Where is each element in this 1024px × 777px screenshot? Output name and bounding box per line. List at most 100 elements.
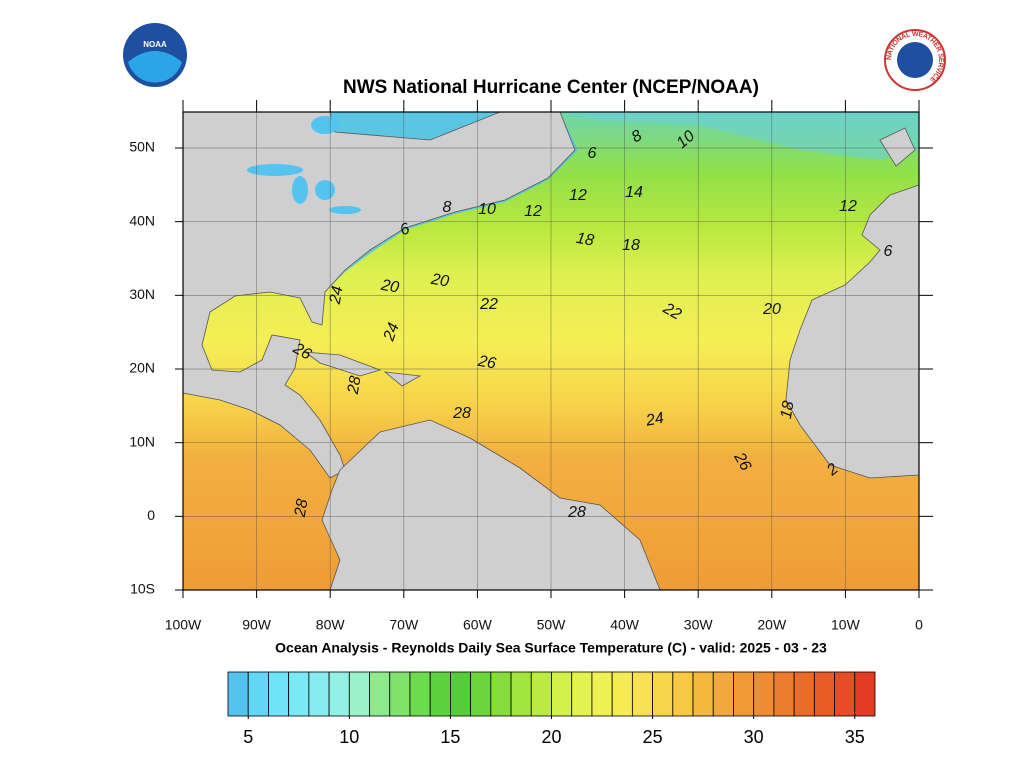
- lon-tick-label: 30W: [684, 617, 714, 633]
- lat-tick-label: 50N: [129, 139, 155, 155]
- colorbar-box: [227, 671, 249, 717]
- colorbar-box: [733, 671, 755, 717]
- contour-label: 10: [478, 201, 496, 218]
- contour-label: 20: [429, 271, 451, 291]
- colorbar-box: [389, 671, 411, 717]
- lon-tick-label: 90W: [242, 617, 272, 633]
- lon-tick-label: 70W: [389, 617, 419, 633]
- colorbar-tick-label: 35: [845, 727, 865, 747]
- contour-label: 28: [567, 504, 586, 521]
- colorbar-box: [813, 671, 835, 717]
- colorbar-box: [773, 671, 795, 717]
- colorbar-tick-label: 10: [339, 727, 359, 747]
- map-frame: [182, 111, 920, 591]
- colorbar-box: [308, 671, 330, 717]
- contour-label: 18: [622, 237, 640, 254]
- colorbar-box: [793, 671, 815, 717]
- colorbar-box: [591, 671, 613, 717]
- contour-label: 28: [345, 375, 365, 397]
- lon-tick-label: 20W: [757, 617, 787, 633]
- lat-tick-label: 20N: [129, 360, 155, 376]
- contour-label: 28: [292, 498, 312, 520]
- contour-label: 12: [569, 187, 587, 204]
- colorbar-box: [450, 671, 472, 717]
- colorbar-box: [490, 671, 512, 717]
- colorbar-box: [328, 671, 350, 717]
- hudson-bay: [311, 116, 339, 134]
- colorbar-box: [429, 671, 451, 717]
- colorbar-box: [268, 671, 290, 717]
- hispaniola: [383, 371, 422, 387]
- lat-tick-label: 10S: [130, 581, 155, 597]
- colorbar-box: [409, 671, 431, 717]
- contour-label: 24: [327, 285, 347, 307]
- noaa-logo-wave: [128, 51, 182, 83]
- colorbar-box: [753, 671, 775, 717]
- contour-label: 26: [476, 353, 498, 373]
- north-america: [182, 111, 576, 479]
- colorbar-tick-label: 15: [440, 727, 460, 747]
- colorbar-box: [348, 671, 370, 717]
- colorbar-tick-label: 20: [541, 727, 561, 747]
- lat-tick-label: 30N: [129, 286, 155, 302]
- lake-huron: [315, 180, 335, 200]
- south-america: [321, 419, 661, 591]
- contour-label: 24: [644, 410, 666, 430]
- contour-label: 14: [625, 184, 643, 201]
- colorbar-tick-label: 30: [744, 727, 764, 747]
- contour-label: 20: [762, 301, 781, 318]
- colorbar-box: [530, 671, 552, 717]
- contour-label: 12: [524, 203, 542, 220]
- colorbar-box: [834, 671, 856, 717]
- contour-label: 6: [588, 145, 597, 162]
- lon-tick-label: 60W: [463, 617, 493, 633]
- lat-tick-label: 10N: [129, 433, 155, 449]
- colorbar-tick-label: 5: [243, 727, 253, 747]
- subtitle: Ocean Analysis - Reynolds Daily Sea Surf…: [275, 640, 827, 656]
- contour-label: 8: [443, 199, 452, 216]
- colorbar-box: [854, 671, 876, 717]
- colorbar-box: [652, 671, 674, 717]
- lat-tick-label: 0: [147, 507, 155, 523]
- cuba: [303, 351, 382, 377]
- contour-label: 28: [452, 405, 471, 422]
- british-isles: [879, 127, 916, 167]
- contour-label: 20: [379, 277, 401, 297]
- colorbar-box: [288, 671, 310, 717]
- lake-michigan: [292, 176, 308, 204]
- contour-label: 18: [575, 230, 596, 250]
- europe-africa: [785, 184, 920, 479]
- colorbar-box: [470, 671, 492, 717]
- noaa-logo-text: NOAA: [143, 40, 167, 49]
- contour-label: 24: [380, 321, 402, 345]
- colorbar: 5 10 15 20 25 30 35: [227, 671, 876, 747]
- colorbar-box: [631, 671, 653, 717]
- contour-label: 6: [884, 243, 893, 260]
- lon-tick-label: 10W: [831, 617, 861, 633]
- lake-erie: [329, 206, 361, 214]
- lon-tick-label: 40W: [610, 617, 640, 633]
- colorbar-box: [510, 671, 532, 717]
- colorbar-tick-label: 25: [643, 727, 663, 747]
- lon-tick-label: 0: [915, 617, 923, 633]
- nws-logo-center: [897, 42, 933, 78]
- colorbar-box: [692, 671, 714, 717]
- contour-label: 18: [778, 400, 798, 421]
- colorbar-box: [369, 671, 391, 717]
- contour-label: 22: [479, 296, 498, 313]
- colorbar-box: [247, 671, 269, 717]
- lon-tick-label: 50W: [537, 617, 567, 633]
- colorbar-box: [571, 671, 593, 717]
- title: NWS National Hurricane Center (NCEP/NOAA…: [343, 77, 759, 98]
- lat-tick-label: 40N: [129, 212, 155, 228]
- lon-tick-label: 100W: [165, 617, 202, 633]
- colorbar-box: [712, 671, 734, 717]
- colorbar-box: [551, 671, 573, 717]
- lake-superior: [247, 164, 303, 176]
- colorbar-box: [611, 671, 633, 717]
- contour-label: 12: [839, 198, 857, 215]
- colorbar-box: [672, 671, 694, 717]
